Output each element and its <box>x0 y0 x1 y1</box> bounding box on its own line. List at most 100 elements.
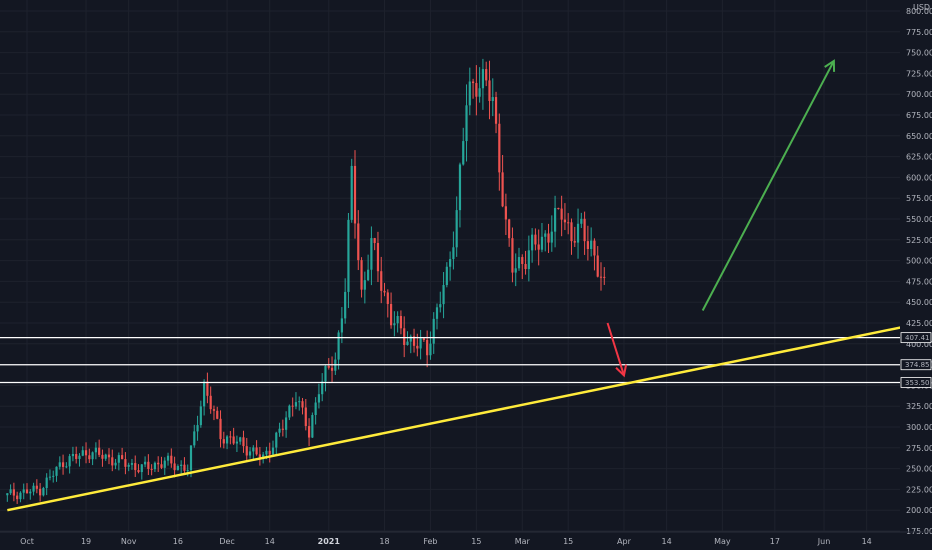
candle-body <box>386 292 389 304</box>
candle-body <box>583 218 586 242</box>
candle-body <box>235 441 239 444</box>
candle-body <box>573 241 576 243</box>
candle-body <box>442 285 445 305</box>
candle-body <box>580 218 583 224</box>
horizontal-levels[interactable] <box>0 337 900 384</box>
candle-body <box>48 476 52 478</box>
candle-body <box>327 366 330 368</box>
candle-body <box>593 240 596 256</box>
price-tick-label: 475.00 <box>906 277 932 286</box>
candle-body <box>114 462 117 466</box>
candle-body <box>268 450 271 455</box>
time-tick-label: 17 <box>770 537 780 546</box>
price-tick-label: 200.00 <box>906 506 932 515</box>
arrow-head <box>824 59 836 72</box>
candle-body <box>314 402 317 416</box>
price-tick-label: 250.00 <box>906 465 932 474</box>
level-label: 353.50 <box>905 379 930 387</box>
candle-body <box>183 464 186 471</box>
candle-body <box>258 454 261 459</box>
candle-body <box>189 445 193 471</box>
candle-body <box>199 406 202 426</box>
price-tick-label: 700.00 <box>906 90 932 99</box>
candle-body <box>481 69 485 89</box>
candle-body <box>134 463 137 471</box>
candle-body <box>180 464 183 466</box>
support-trendline[interactable] <box>7 321 923 512</box>
candle-body <box>78 455 81 459</box>
candle-body <box>68 456 71 467</box>
price-tick-label: 600.00 <box>906 173 932 182</box>
candle-body <box>245 446 248 456</box>
candle-body <box>285 417 288 430</box>
candle-body <box>389 303 393 326</box>
bearish-arrow[interactable] <box>606 322 625 376</box>
candle-body <box>465 105 468 142</box>
candle-body <box>422 338 425 340</box>
time-tick-label: 15 <box>471 537 481 546</box>
candle-body <box>176 465 179 471</box>
candle-body <box>16 495 19 500</box>
candle-body <box>55 466 58 476</box>
candle-body <box>321 381 324 395</box>
price-tick-label: 325.00 <box>906 402 932 411</box>
candle-body <box>485 69 488 81</box>
candle-body <box>212 409 216 411</box>
candle-body <box>94 447 97 453</box>
candle-body <box>439 304 442 308</box>
candle-body <box>406 341 409 345</box>
candle-body <box>170 455 173 464</box>
candle-body <box>376 243 380 272</box>
candlestick-series <box>6 58 606 504</box>
candle-body <box>396 316 399 324</box>
candle-body <box>426 339 429 356</box>
time-tick-label: 16 <box>173 537 183 546</box>
arrow-layer[interactable] <box>606 59 836 378</box>
candle-body <box>12 489 15 496</box>
candle-body <box>367 269 370 281</box>
candle-body <box>104 454 107 459</box>
candle-body <box>98 447 101 455</box>
candle-body <box>478 88 481 97</box>
price-tick-label: 400.00 <box>906 340 932 349</box>
candle-body <box>531 234 534 251</box>
time-axis[interactable]: Oct 19 Nov 16 Dec 14 2021 18 Feb 15 Mar 15 Apr 14 May 1… <box>0 531 932 546</box>
price-tick-label: 625.00 <box>906 153 932 162</box>
candle-body <box>570 222 573 242</box>
price-tick-label: 500.00 <box>906 257 932 266</box>
candle-body <box>186 470 189 472</box>
candle-body <box>416 345 419 349</box>
price-tick-label: 550.00 <box>906 215 932 224</box>
candle-body <box>458 164 462 211</box>
candle-body <box>206 381 209 396</box>
price-axis-background[interactable] <box>900 0 932 532</box>
candle-body <box>117 455 120 463</box>
candle-body <box>262 454 265 459</box>
candle-body <box>65 466 68 468</box>
candle-body <box>71 453 75 457</box>
candle-body <box>399 316 403 329</box>
candle-body <box>101 454 104 459</box>
candle-body <box>445 266 448 286</box>
candle-body <box>576 223 580 243</box>
candle-body <box>521 257 524 264</box>
trendline-layer[interactable] <box>7 321 923 512</box>
bullish-arrow[interactable] <box>701 60 835 311</box>
candle-body <box>22 489 25 493</box>
candle-body <box>475 83 478 97</box>
candle-body <box>252 447 255 452</box>
level-label: 374.85 <box>905 361 930 369</box>
candle-body <box>544 233 547 237</box>
candle-body <box>514 268 517 273</box>
candle-body <box>81 450 84 456</box>
candle-body <box>255 447 258 455</box>
candle-body <box>540 236 544 250</box>
candle-body <box>150 468 153 470</box>
candle-body <box>196 425 199 432</box>
candle-body <box>35 485 38 489</box>
candle-body <box>337 332 340 360</box>
candle-body <box>281 428 284 430</box>
candle-body <box>498 123 501 173</box>
candle-body <box>84 450 88 456</box>
